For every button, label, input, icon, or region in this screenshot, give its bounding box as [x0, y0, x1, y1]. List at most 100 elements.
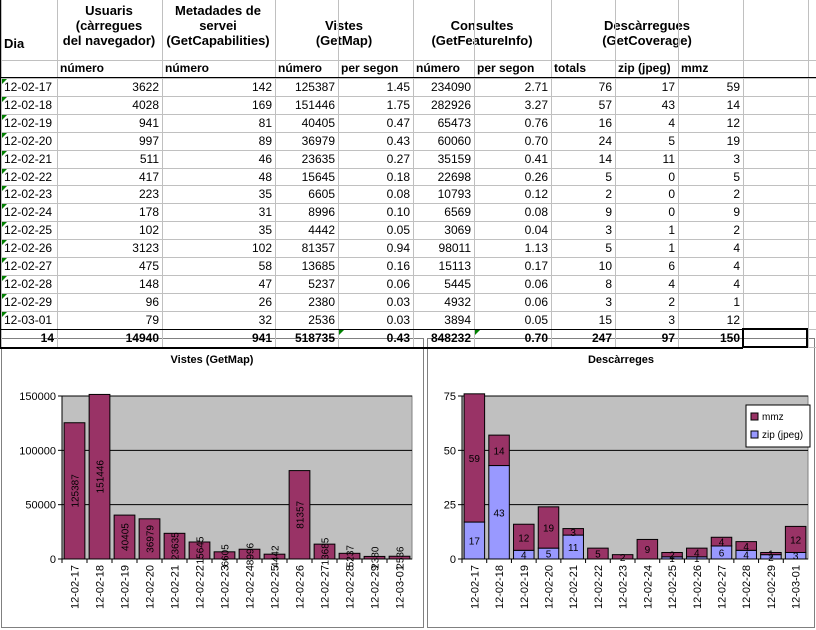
subheader-vistes-rate[interactable]: per segon	[341, 61, 399, 75]
data-cell[interactable]: 2	[733, 187, 740, 201]
data-cell[interactable]: 12	[726, 313, 740, 327]
total-cell[interactable]: 14940	[125, 331, 159, 345]
data-cell[interactable]: 0.12	[524, 187, 548, 201]
total-cell[interactable]: 14	[40, 331, 54, 345]
date-cell[interactable]: 12-02-23	[4, 187, 53, 201]
total-cell[interactable]: 518735	[294, 331, 335, 345]
data-cell[interactable]: 19	[726, 134, 740, 148]
data-cell[interactable]: 5	[605, 170, 612, 184]
data-cell[interactable]: 10	[598, 259, 612, 273]
data-cell[interactable]: 0.47	[386, 116, 410, 130]
total-cell[interactable]: 941	[251, 331, 272, 345]
data-cell[interactable]: 76	[598, 80, 612, 94]
data-cell[interactable]: 2	[668, 295, 675, 309]
stack-segment[interactable]	[661, 551, 683, 558]
stack-segment[interactable]	[562, 528, 584, 536]
data-cell[interactable]: 997	[138, 134, 159, 148]
data-cell[interactable]: 3	[668, 313, 675, 327]
stack-segment[interactable]	[537, 506, 560, 549]
data-cell[interactable]: 9	[605, 205, 612, 219]
data-cell[interactable]: 47	[258, 277, 272, 291]
data-cell[interactable]: 223	[138, 187, 159, 201]
subheader-metadades-num[interactable]: número	[165, 61, 210, 75]
data-cell[interactable]: 31	[258, 205, 272, 219]
total-cell[interactable]: 247	[591, 331, 612, 345]
data-cell[interactable]: 4	[668, 116, 675, 130]
data-cell[interactable]: 0.76	[524, 116, 548, 130]
data-cell[interactable]: 1	[668, 223, 675, 237]
data-cell[interactable]: 4028	[132, 98, 159, 112]
data-cell[interactable]: 8996	[308, 205, 335, 219]
data-cell[interactable]: 2380	[308, 295, 335, 309]
data-cell[interactable]: 15	[598, 313, 612, 327]
date-cell[interactable]: 12-02-20	[4, 134, 53, 148]
data-cell[interactable]: 32	[258, 313, 272, 327]
total-cell[interactable]: 0.43	[386, 331, 410, 345]
data-cell[interactable]: 35	[258, 223, 272, 237]
data-cell[interactable]: 169	[251, 98, 272, 112]
data-cell[interactable]: 0.03	[386, 295, 410, 309]
data-cell[interactable]: 0.08	[524, 205, 548, 219]
chart-vistes[interactable]: Vistes (GetMap) 0 50000 100000 150000 12-02-1…	[1, 338, 424, 628]
subheader-consultes-num[interactable]: número	[416, 61, 461, 75]
data-cell[interactable]: 6	[668, 259, 675, 273]
data-cell[interactable]: 6569	[444, 205, 471, 219]
subheader-usuaris-num[interactable]: número	[60, 61, 105, 75]
subheader-consultes-rate[interactable]: per segon	[477, 61, 535, 75]
date-cell[interactable]: 12-02-22	[4, 170, 53, 184]
subheader-totals[interactable]: totals	[554, 61, 587, 75]
data-cell[interactable]: 148	[138, 277, 159, 291]
data-cell[interactable]: 282926	[430, 98, 471, 112]
header-dia[interactable]: Dia	[4, 36, 25, 51]
data-cell[interactable]: 0.41	[524, 152, 548, 166]
stack-segment[interactable]	[686, 547, 708, 558]
stack-segment[interactable]	[735, 541, 757, 551]
data-cell[interactable]: 3	[733, 152, 740, 166]
data-cell[interactable]: 3894	[444, 313, 471, 327]
data-cell[interactable]: 0.10	[386, 205, 410, 219]
data-cell[interactable]: 3	[605, 223, 612, 237]
total-cell[interactable]: 97	[661, 331, 675, 345]
data-cell[interactable]: 102	[251, 241, 272, 255]
data-cell[interactable]: 102	[138, 223, 159, 237]
data-cell[interactable]: 14	[598, 152, 612, 166]
data-cell[interactable]: 22698	[437, 170, 471, 184]
data-cell[interactable]: 1.45	[386, 80, 410, 94]
data-cell[interactable]: 941	[138, 116, 159, 130]
data-cell[interactable]: 1.13	[524, 241, 548, 255]
date-cell[interactable]: 12-02-17	[4, 80, 53, 94]
header-vistes[interactable]: Vistes (GetMap)	[275, 18, 413, 48]
data-cell[interactable]: 40405	[301, 116, 335, 130]
data-cell[interactable]: 0.94	[386, 241, 410, 255]
data-cell[interactable]: 5445	[444, 277, 471, 291]
data-cell[interactable]: 2.71	[524, 80, 548, 94]
data-cell[interactable]: 475	[138, 259, 159, 273]
data-cell[interactable]: 4	[733, 241, 740, 255]
data-cell[interactable]: 35	[258, 187, 272, 201]
data-cell[interactable]: 0.27	[386, 152, 410, 166]
data-cell[interactable]: 43	[661, 98, 675, 112]
subheader-mmz[interactable]: mmz	[681, 61, 709, 75]
data-cell[interactable]: 125387	[294, 80, 335, 94]
data-cell[interactable]: 0	[668, 205, 675, 219]
data-cell[interactable]: 26	[258, 295, 272, 309]
data-cell[interactable]: 0.06	[524, 295, 548, 309]
data-cell[interactable]: 234090	[430, 80, 471, 94]
date-cell[interactable]: 12-03-01	[4, 313, 53, 327]
data-cell[interactable]: 2	[733, 223, 740, 237]
data-cell[interactable]: 3	[605, 295, 612, 309]
header-consultes[interactable]: Consultes (GetFeatureInfo)	[413, 18, 551, 48]
date-cell[interactable]: 12-02-21	[4, 152, 53, 166]
data-cell[interactable]: 0.05	[386, 223, 410, 237]
date-cell[interactable]: 12-02-19	[4, 116, 53, 130]
stack-segment[interactable]	[463, 393, 486, 523]
data-cell[interactable]: 178	[138, 205, 159, 219]
data-cell[interactable]: 6605	[308, 187, 335, 201]
data-cell[interactable]: 5	[733, 170, 740, 184]
data-cell[interactable]: 36979	[301, 134, 335, 148]
data-cell[interactable]: 151446	[294, 98, 335, 112]
date-cell[interactable]: 12-02-18	[4, 98, 53, 112]
data-cell[interactable]: 4	[733, 259, 740, 273]
data-cell[interactable]: 65473	[437, 116, 471, 130]
data-cell[interactable]: 57	[598, 98, 612, 112]
